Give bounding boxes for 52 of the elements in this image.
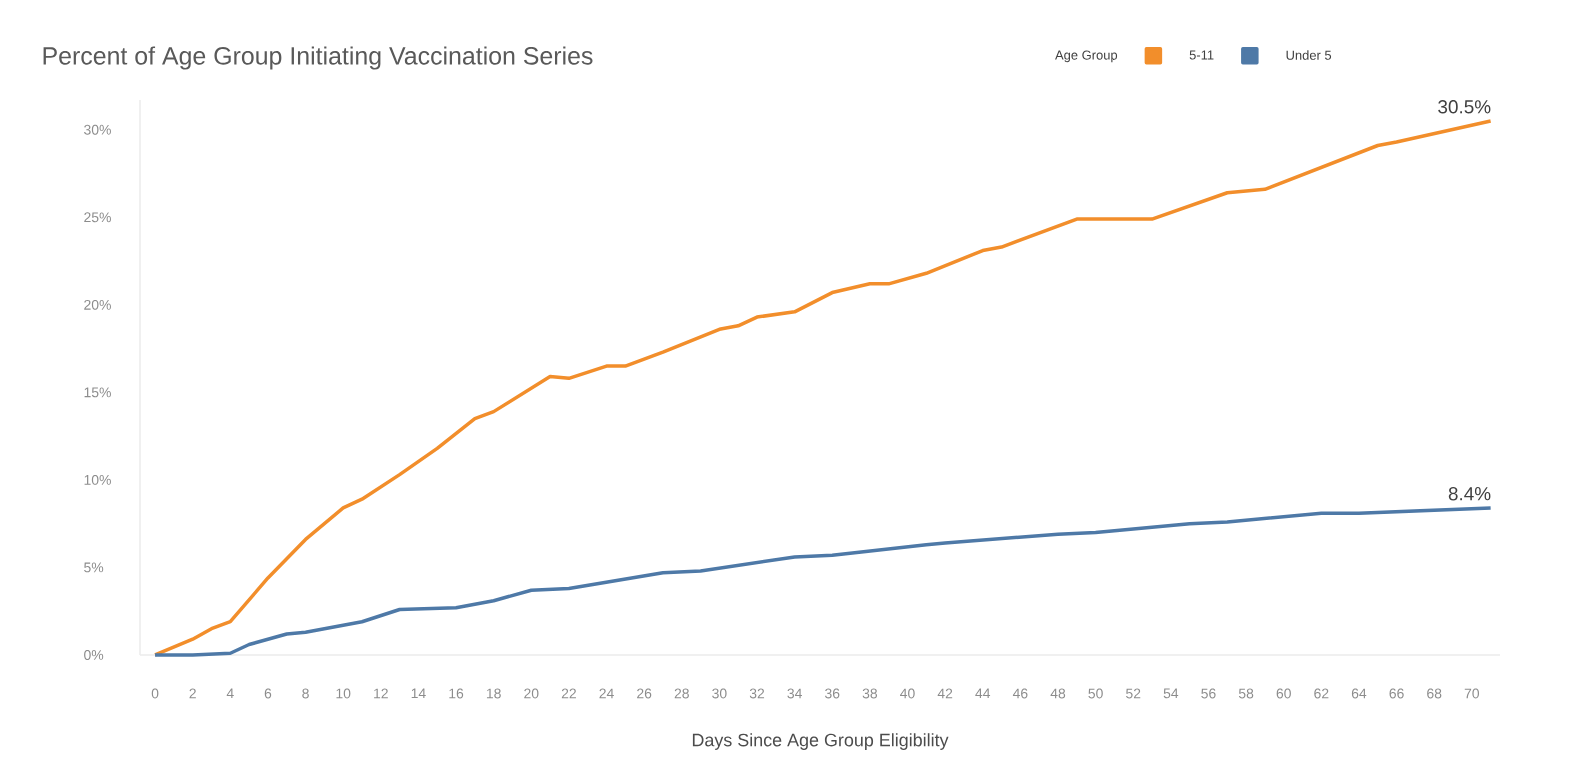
x-tick-label: 12 [374,688,388,699]
x-tick-label: 68 [1427,688,1442,699]
line-series [153,119,1493,657]
legend-title: Age Group [1055,50,1118,63]
y-tick-label: 0% [84,650,104,660]
x-tick-label: 34 [787,688,802,699]
x-tick-label: 70 [1464,688,1480,699]
line-series [153,506,1493,657]
x-tick-label: 50 [1088,688,1103,699]
x-tick-label: 54 [1163,688,1179,699]
chart-title: Percent of Age Group Initiating Vaccination Series [43,46,593,70]
x-tick-label: 36 [825,688,840,699]
x-tick-label: 40 [900,688,915,699]
y-tick-label: 20% [84,299,111,310]
annotation: 8.4% [1448,486,1491,501]
annotation: 30.5% [1438,100,1491,114]
x-tick-label: 42 [937,688,953,699]
x-tick-label: 10 [336,688,351,699]
legend-label: 5-11 [1189,50,1214,60]
legend-label: Under 5 [1286,50,1332,60]
x-tick-label: 28 [674,688,689,699]
x-tick-label: 6 [264,688,272,699]
y-tick-label: 10% [84,474,111,485]
x-tick-label: 58 [1238,688,1254,699]
x-tick-label: 20 [524,688,539,699]
y-tick-label: 25% [84,212,111,223]
x-tick-label: 30 [712,688,727,699]
x-tick-label: 24 [599,688,614,699]
x-tick-label: 8 [302,688,309,699]
x-tick-label: 14 [411,688,426,699]
x-tick-label: 66 [1389,688,1404,699]
x-tick-label: 22 [561,688,576,699]
x-tick-label: 38 [862,688,878,699]
x-tick-label: 4 [226,688,234,699]
x-tick-label: 48 [1050,688,1066,699]
x-axis-title: Days Since Age Group Eligibility [692,733,949,750]
x-tick-label: 0 [151,688,159,699]
x-tick-label: 16 [449,688,464,699]
x-tick-label: 64 [1351,688,1367,699]
x-tick-label: 46 [1012,688,1028,699]
x-tick-label: 60 [1276,688,1291,699]
y-tick-label: 15% [84,387,111,398]
x-tick-label: 44 [975,688,991,699]
y-tick-label: 5% [84,562,104,573]
x-tick-label: 62 [1314,688,1329,699]
x-tick-label: 32 [749,688,765,699]
y-tick-label: 30% [84,124,111,135]
x-tick-label: 52 [1126,688,1141,699]
x-tick-label: 56 [1201,688,1216,699]
x-tick-label: 2 [189,688,196,699]
x-tick-label: 26 [637,688,652,699]
x-tick-label: 18 [486,688,501,699]
